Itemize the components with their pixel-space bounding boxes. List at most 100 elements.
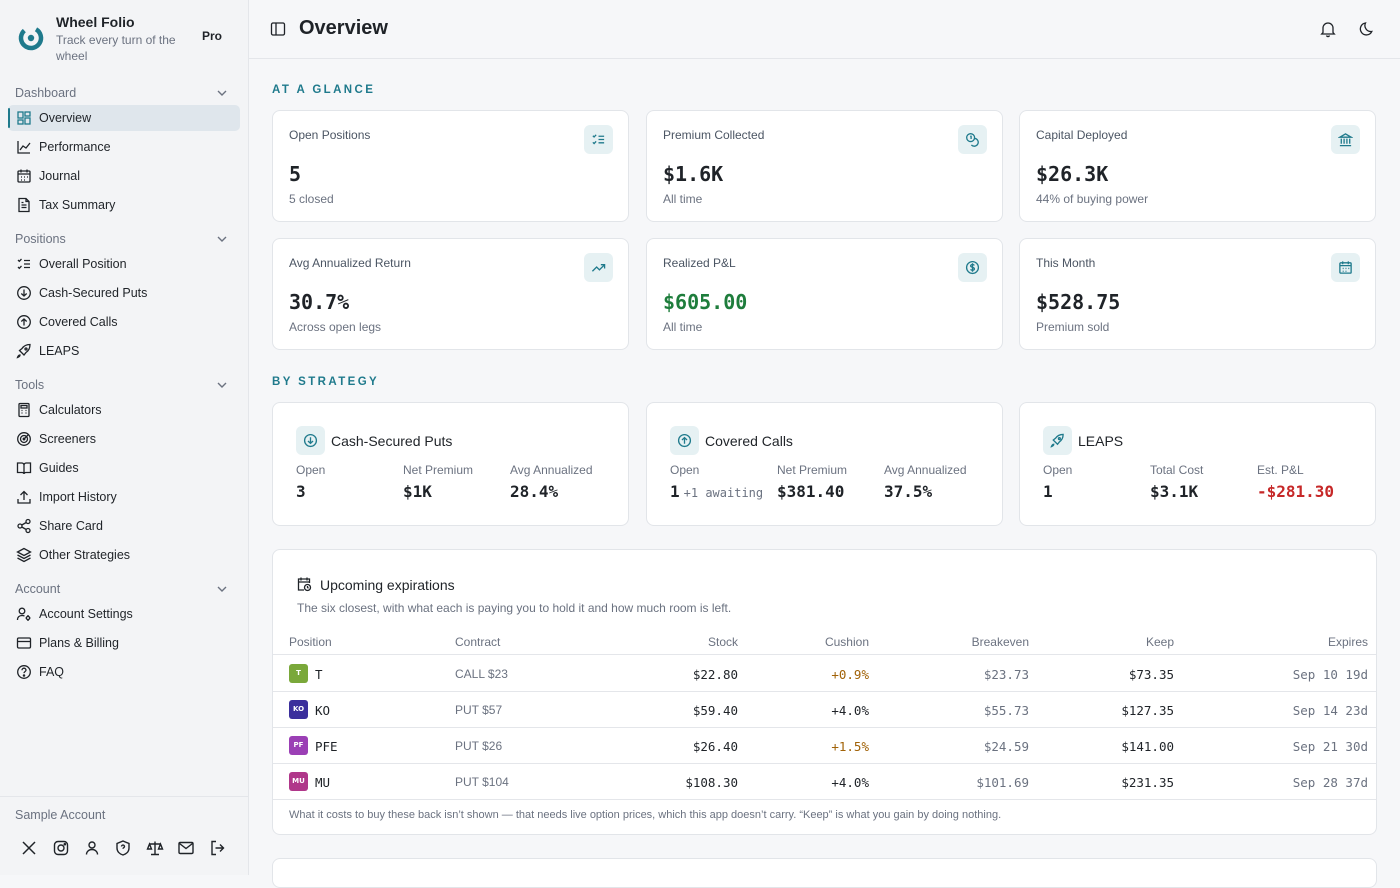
section-title: Upcoming expirations xyxy=(320,577,455,593)
stat-icon-box xyxy=(958,253,987,282)
sidebar-item-guides[interactable]: Guides xyxy=(8,455,240,481)
sidebar-item-share-card[interactable]: Share Card xyxy=(8,513,240,539)
stat-card-realized-pl: Realized P&L $605.00 All time xyxy=(646,238,1003,350)
brand-name: Wheel Folio xyxy=(56,14,135,30)
col-header[interactable]: Cushion xyxy=(824,635,869,649)
strategy-card-leaps[interactable]: LEAPS Open 1 Total Cost $3.1K Est. P&L -… xyxy=(1019,402,1376,526)
metric-label: Open xyxy=(670,463,700,477)
metric-open: Open 1 xyxy=(1043,463,1072,501)
sidebar-item-label: Import History xyxy=(39,490,117,504)
col-header[interactable]: Contract xyxy=(455,635,501,649)
ticker-symbol: PFE xyxy=(315,739,338,754)
calendar-icon xyxy=(1339,261,1352,274)
table-row[interactable]: PF PFE PUT $26 $26.40 +1.5% $24.59 $141.… xyxy=(273,728,1376,764)
rocket-icon xyxy=(1050,433,1064,448)
shield-icon[interactable] xyxy=(114,839,132,857)
strategy-title: LEAPS xyxy=(1078,433,1124,449)
metric-total-cost: Total Cost $3.1K xyxy=(1150,463,1203,501)
stock-cell: $22.80 xyxy=(692,667,738,682)
metric-value: 37.5% xyxy=(884,482,933,501)
metric-open: Open 3 xyxy=(296,463,325,501)
group-title-positions[interactable]: Positions xyxy=(15,232,233,250)
metric-value: 1 xyxy=(1043,482,1053,501)
strategy-card-covered-calls[interactable]: Covered Calls Open 1 +1 awaiting Net Prem… xyxy=(646,402,1003,526)
metric-value: $3.1K xyxy=(1150,482,1199,501)
sidebar-item-overall-position[interactable]: Overall Position xyxy=(8,251,240,277)
strategy-card-csp[interactable]: Cash-Secured Puts Open 3 Net Premium $1K… xyxy=(272,402,629,526)
stat-card-open-positions: Open Positions 5 5 closed xyxy=(272,110,629,222)
sidebar-toggle-icon[interactable] xyxy=(270,21,286,37)
group-label: Tools xyxy=(15,378,45,392)
sidebar-item-cash-secured-puts[interactable]: Cash-Secured Puts xyxy=(8,280,240,306)
contract-cell: PUT $26 xyxy=(455,739,503,753)
user-icon[interactable] xyxy=(83,839,101,857)
account-name: Sample Account xyxy=(15,808,106,822)
group-label: Account xyxy=(15,582,61,596)
col-header[interactable]: Position xyxy=(289,635,332,649)
metric-net-premium: Net Premium $381.40 xyxy=(777,463,847,501)
strategy-icon-box xyxy=(296,426,325,455)
col-header[interactable]: Keep xyxy=(1145,635,1174,649)
x-twitter-icon[interactable] xyxy=(20,839,38,857)
expires-date: Sep 14 xyxy=(1292,703,1338,718)
sidebar-item-plans-billing[interactable]: Plans & Billing xyxy=(8,630,240,656)
scale-icon[interactable] xyxy=(146,839,164,857)
expires-cell: Sep 21 30d xyxy=(1293,739,1368,754)
calendar-icon xyxy=(17,169,31,183)
radar-icon xyxy=(17,432,31,446)
group-title-account[interactable]: Account xyxy=(15,582,233,600)
col-header[interactable]: Breakeven xyxy=(971,635,1029,649)
chevron-down-icon xyxy=(217,382,227,388)
sidebar-item-leaps[interactable]: LEAPS xyxy=(8,338,240,364)
table-row[interactable]: MU MU PUT $104 $108.30 +4.0% $101.69 $23… xyxy=(273,764,1376,800)
table-header: Position Contract Stock Cushion Breakeve… xyxy=(273,631,1376,655)
cushion-cell: +0.9% xyxy=(831,667,869,682)
sidebar-item-calculators[interactable]: Calculators xyxy=(8,397,240,423)
chevron-down-icon xyxy=(217,236,227,242)
sidebar-item-screeners[interactable]: Screeners xyxy=(8,426,240,452)
list-checks-icon xyxy=(17,258,30,270)
sidebar-item-covered-calls[interactable]: Covered Calls xyxy=(8,309,240,335)
chevron-down-icon xyxy=(217,586,227,592)
strategy-title: Cash-Secured Puts xyxy=(331,433,453,449)
group-label: Dashboard xyxy=(15,86,77,100)
stat-title: Avg Annualized Return xyxy=(289,256,411,270)
metric-label: Open xyxy=(1043,463,1073,477)
group-title-dashboard[interactable]: Dashboard xyxy=(15,86,233,104)
mail-icon[interactable] xyxy=(177,839,195,857)
sidebar-item-overview[interactable]: Overview xyxy=(8,105,240,131)
bell-icon[interactable] xyxy=(1320,20,1336,38)
sidebar-item-account-settings[interactable]: Account Settings xyxy=(8,601,240,627)
metric-label: Avg Annualized xyxy=(510,463,593,477)
group-title-tools[interactable]: Tools xyxy=(15,378,233,396)
file-text-icon xyxy=(18,197,30,213)
sidebar-item-journal[interactable]: Journal xyxy=(8,163,240,189)
brand[interactable]: Wheel Folio Track every turn of the whee… xyxy=(16,13,236,63)
metric-open: Open 1 +1 awaiting xyxy=(670,463,763,501)
brand-tagline: Track every turn of the wheel xyxy=(56,33,176,63)
sidebar-item-other-strategies[interactable]: Other Strategies xyxy=(8,542,240,568)
arrow-up-circle-icon xyxy=(17,315,31,329)
section-label-glance: AT A GLANCE xyxy=(272,84,376,96)
col-header[interactable]: Expires xyxy=(1327,635,1368,649)
metric-value: 28.4% xyxy=(510,482,559,501)
instagram-icon[interactable] xyxy=(52,839,70,857)
sidebar-item-performance[interactable]: Performance xyxy=(8,134,240,160)
col-header[interactable]: Stock xyxy=(707,635,738,649)
logout-icon[interactable] xyxy=(209,839,227,857)
stat-subtext: All time xyxy=(663,320,703,334)
layers-icon xyxy=(16,547,32,563)
moon-icon[interactable] xyxy=(1359,20,1375,38)
awaiting-note: +1 awaiting xyxy=(683,486,764,500)
rocket-icon xyxy=(16,343,31,359)
stat-subtext: 44% of buying power xyxy=(1036,192,1149,206)
sidebar-item-faq[interactable]: FAQ xyxy=(8,659,240,685)
stat-card-this-month: This Month $528.75 Premium sold xyxy=(1019,238,1376,350)
table-row[interactable]: T T CALL $23 $22.80 +0.9% $23.73 $73.35 … xyxy=(273,656,1376,692)
wheel-logo-icon xyxy=(18,25,44,51)
stat-card-premium-collected: Premium Collected $1.6K All time xyxy=(646,110,1003,222)
sidebar-item-tax-summary[interactable]: Tax Summary xyxy=(8,192,240,218)
table-row[interactable]: KO KO PUT $57 $59.40 +4.0% $55.73 $127.3… xyxy=(273,692,1376,728)
sidebar-item-import-history[interactable]: Import History xyxy=(8,484,240,510)
sidebar-item-label: Overview xyxy=(39,111,92,125)
